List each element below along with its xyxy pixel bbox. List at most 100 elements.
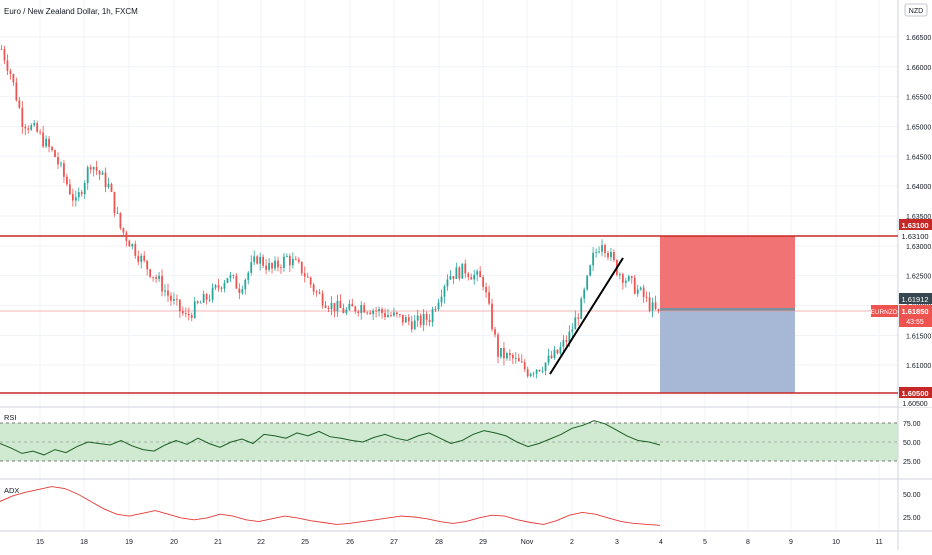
- candle-body: [434, 309, 437, 310]
- candle-body: [348, 303, 351, 310]
- candle-body: [321, 293, 324, 306]
- candle-body: [63, 163, 65, 177]
- candle-body: [532, 373, 535, 375]
- candle-body: [431, 309, 434, 323]
- currency-badge[interactable]: [904, 3, 928, 17]
- candle-body: [48, 138, 50, 147]
- candle-body: [506, 353, 508, 359]
- candle-body: [508, 353, 511, 356]
- candle-body: [500, 347, 502, 357]
- candle-body: [476, 271, 479, 275]
- price-tick-label: 1.61000: [906, 363, 931, 370]
- candle-body: [378, 309, 380, 312]
- candle-body: [404, 317, 407, 323]
- adx-panel[interactable]: ADX 50.00 25.00: [0, 486, 921, 526]
- candle-body: [473, 274, 476, 280]
- candle-body: [363, 305, 366, 313]
- candle-body: [247, 272, 250, 280]
- candle-body: [220, 287, 223, 289]
- candle-body: [360, 305, 363, 314]
- time-tick-label: 27: [390, 539, 398, 546]
- candle-body: [45, 138, 47, 147]
- position-stop-zone[interactable]: [660, 236, 795, 309]
- time-axis[interactable]: 15 18 19 20 21 22 25 26 27 28 29 Nov 2 3 4 5 8 9 10 11: [36, 539, 883, 546]
- candle-body: [440, 296, 443, 303]
- candle-body: [517, 358, 520, 362]
- candle-body: [642, 287, 645, 298]
- candle-body: [238, 288, 241, 293]
- candle-body: [178, 299, 181, 312]
- candle-body: [196, 301, 199, 303]
- candle-body: [268, 263, 270, 270]
- candle-body: [66, 176, 68, 185]
- rsi-panel[interactable]: RSI 75.00 50.00 25.00: [0, 413, 921, 466]
- candle-body: [562, 340, 565, 347]
- candle-body: [104, 172, 107, 188]
- candle-body: [416, 315, 419, 321]
- price-tick-label: 1.63000: [906, 244, 931, 251]
- candle-body: [300, 261, 303, 274]
- currency-badge-label: NZD: [909, 8, 923, 15]
- candle-body: [80, 192, 83, 195]
- candle-body: [119, 212, 122, 228]
- candle-body: [574, 317, 577, 330]
- time-tick-label: 4: [659, 539, 663, 546]
- candle-body: [27, 128, 30, 130]
- adx-line: [0, 486, 661, 526]
- candle-body: [523, 362, 526, 370]
- candle-body: [425, 314, 428, 320]
- candle-body: [494, 329, 496, 335]
- candle-body: [627, 276, 630, 281]
- candle-body: [283, 256, 285, 268]
- candle-body: [369, 312, 372, 315]
- candle-body: [497, 334, 499, 357]
- candle-body: [556, 349, 559, 354]
- candle-body: [6, 60, 9, 71]
- trendline-drawing[interactable]: [549, 257, 624, 375]
- time-tick-label: 26: [346, 539, 354, 546]
- candle-body: [547, 355, 550, 363]
- candle-body: [158, 275, 160, 279]
- candle-body: [586, 275, 589, 290]
- price-tick-label: 1.65000: [906, 124, 931, 131]
- symbol-tag: EURNZD: [870, 309, 897, 316]
- candle-body: [3, 49, 6, 61]
- candle-body: [464, 263, 467, 274]
- price-axis[interactable]: 1.66500 1.66000 1.65500 1.65000 1.64500 1.640…: [906, 35, 931, 400]
- candle-body: [613, 252, 615, 260]
- candle-body: [559, 346, 562, 354]
- candle-body: [488, 292, 490, 304]
- candle-body: [173, 298, 175, 301]
- candle-body: [208, 299, 211, 301]
- candle-body: [232, 275, 235, 276]
- resistance-label-b: 1.63100: [901, 232, 928, 241]
- candle-body: [74, 197, 77, 201]
- candle-body: [393, 312, 395, 316]
- candle-body: [146, 260, 149, 270]
- stop-level-label: 1.61912: [901, 295, 928, 304]
- time-tick-label: 5: [703, 539, 707, 546]
- candle-body: [583, 289, 586, 299]
- candle-body: [422, 314, 425, 325]
- resistance-label-a: 1.63100: [901, 221, 928, 230]
- candle-body: [327, 307, 330, 310]
- candle-body: [262, 256, 265, 266]
- candle-body: [657, 308, 660, 311]
- candle-body: [470, 277, 473, 280]
- candle-body: [42, 132, 45, 147]
- candle-body: [511, 355, 514, 359]
- price-tick-label: 1.66000: [906, 65, 931, 72]
- candle-body: [553, 349, 556, 358]
- candle-body: [259, 256, 262, 264]
- position-target-zone[interactable]: [660, 309, 795, 393]
- candles-group: [0, 44, 660, 379]
- candle-body: [116, 212, 119, 214]
- candle-body: [333, 303, 336, 312]
- countdown-label: 43:55: [906, 319, 924, 326]
- candle-body: [51, 146, 53, 151]
- candle-body: [0, 48, 3, 50]
- candle-body: [491, 303, 493, 330]
- time-tick-label: 25: [301, 539, 309, 546]
